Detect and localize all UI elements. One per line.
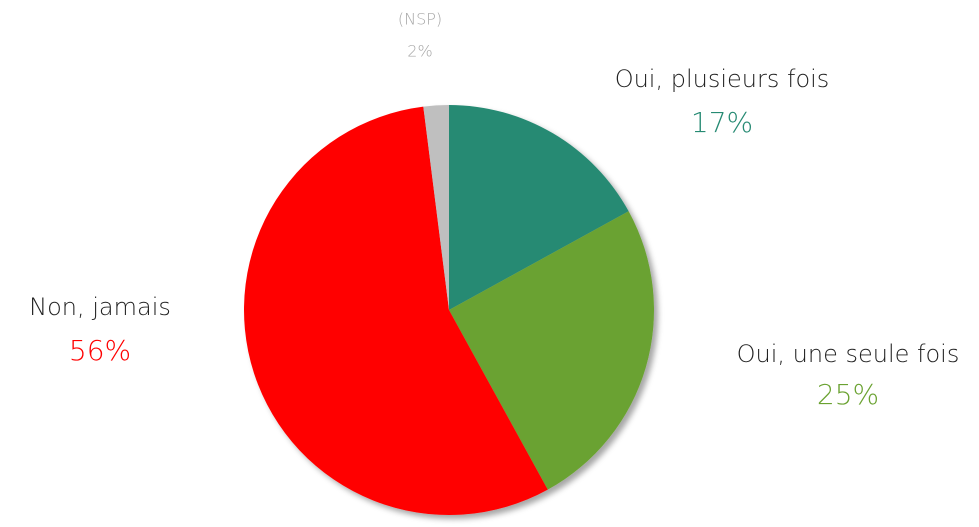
slice [244, 106, 548, 515]
value-label: 25% [817, 378, 879, 411]
pie [244, 105, 655, 515]
slice-label: Non, jamais [29, 293, 171, 321]
slice [449, 105, 629, 310]
slice [449, 211, 655, 490]
slice-label: Oui, une seule fois [737, 340, 960, 368]
value-label: 2% [407, 42, 432, 61]
slice-label: Oui, plusieurs fois [615, 65, 830, 93]
slice [423, 105, 449, 310]
value-label: 56% [69, 334, 131, 367]
value-label: 17% [691, 106, 753, 139]
slice-label: (NSP) [398, 10, 442, 29]
